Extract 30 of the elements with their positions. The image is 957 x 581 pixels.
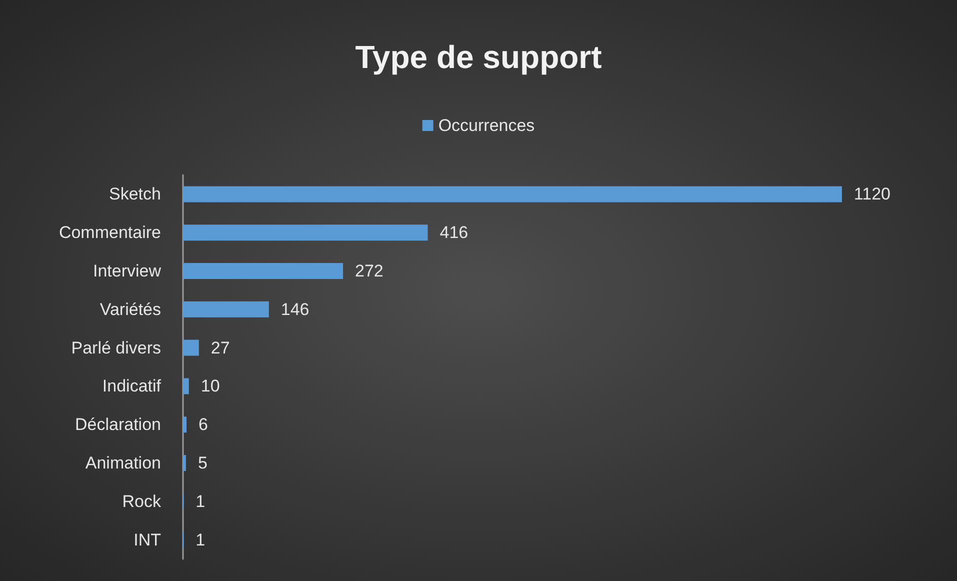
data-label: 5 xyxy=(198,454,208,472)
data-label: 27 xyxy=(210,338,230,358)
y-tick-label: Rock xyxy=(122,492,162,511)
data-label: 1120 xyxy=(854,184,890,204)
chart-title: Type de support xyxy=(355,39,602,75)
bar xyxy=(183,416,187,433)
bar xyxy=(183,455,186,471)
data-label: 416 xyxy=(440,223,468,242)
legend-label: Occurrences xyxy=(438,116,535,135)
y-tick-label: Indicatif xyxy=(102,376,162,396)
y-tick-label: Interview xyxy=(92,262,162,280)
data-label: 6 xyxy=(198,415,208,434)
bar xyxy=(183,340,199,356)
bar xyxy=(183,224,428,241)
data-label: 146 xyxy=(280,300,310,319)
bar xyxy=(183,378,189,394)
data-label: 1 xyxy=(196,492,206,511)
y-tick-label: Parlé divers xyxy=(71,338,161,358)
y-tick-label: Animation xyxy=(85,454,161,472)
bar xyxy=(183,301,269,318)
y-tick-label: Déclaration xyxy=(75,415,161,434)
y-tick-label: Commentaire xyxy=(58,223,161,242)
bar xyxy=(183,263,344,279)
y-tick-label: Sketch xyxy=(109,184,161,204)
data-label: 272 xyxy=(355,262,384,280)
bar xyxy=(183,186,842,202)
y-tick-label: INT xyxy=(134,530,161,550)
data-label: 10 xyxy=(200,376,220,396)
data-label: 1 xyxy=(196,530,206,550)
y-tick-label: Variétés xyxy=(100,300,161,319)
